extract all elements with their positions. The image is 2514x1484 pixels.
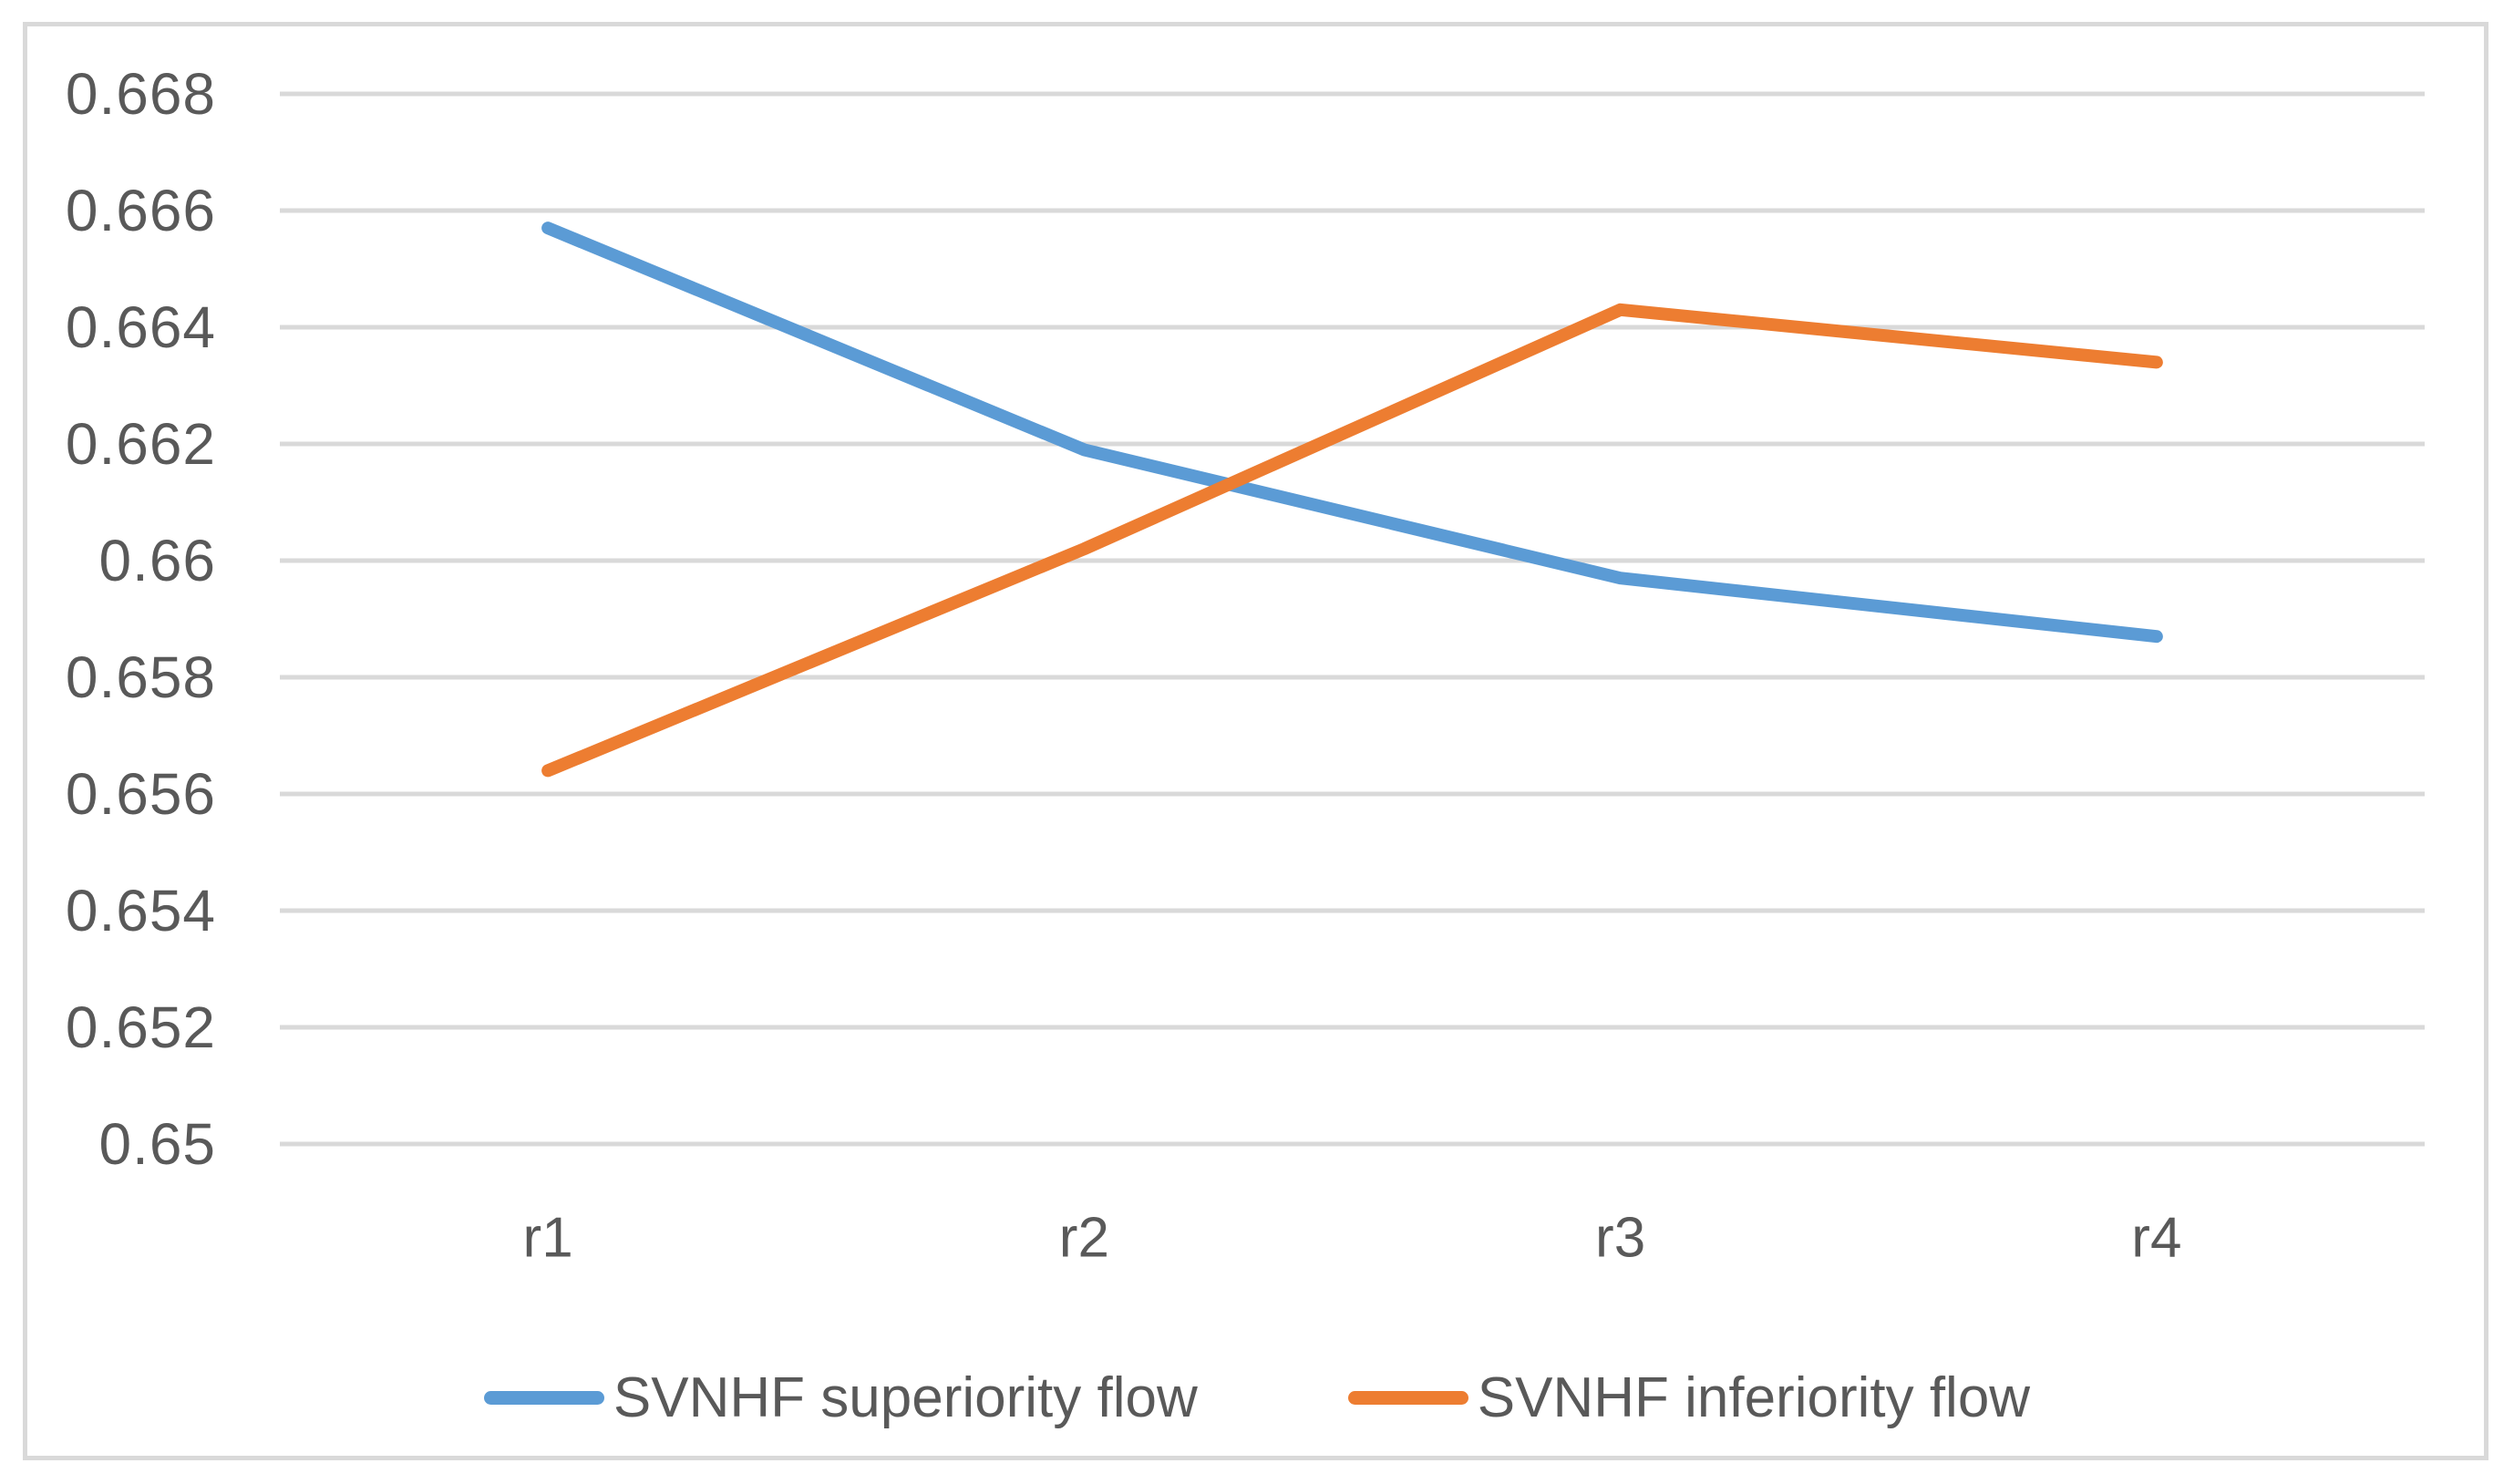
y-tick-label: 0.66	[98, 528, 216, 593]
chart-border	[23, 22, 2488, 1460]
legend-label: SVNHF inferiority flow	[1477, 1366, 2031, 1429]
legend-item-inferiority: SVNHF inferiority flow	[1347, 1365, 2031, 1430]
y-tick-label: 0.654	[65, 878, 216, 943]
y-tick-label: 0.65	[98, 1111, 216, 1177]
y-tick-label: 0.656	[65, 761, 216, 827]
legend: SVNHF superiority flow SVNHF inferiority …	[0, 1365, 2514, 1430]
y-tick-label: 0.652	[65, 994, 216, 1060]
x-tick-label-r1: r1	[522, 1206, 573, 1270]
y-tick-label: 0.668	[65, 61, 216, 127]
legend-line-swatch	[483, 1391, 604, 1405]
legend-label: SVNHF superiority flow	[613, 1366, 1198, 1429]
legend-line-swatch	[1347, 1391, 1468, 1405]
x-tick-label-r2: r2	[1058, 1206, 1109, 1270]
series-line-superiority	[541, 222, 2163, 644]
x-tick-label-r4: r4	[2131, 1206, 2182, 1270]
x-tick-label-r3: r3	[1595, 1206, 1646, 1270]
y-tick-label: 0.666	[65, 178, 216, 243]
y-tick-label: 0.662	[65, 411, 216, 477]
y-tick-label: 0.658	[65, 644, 216, 710]
legend-item-superiority: SVNHF superiority flow	[483, 1365, 1198, 1430]
series-line-inferiority	[541, 303, 2163, 778]
y-tick-label: 0.664	[65, 294, 216, 360]
